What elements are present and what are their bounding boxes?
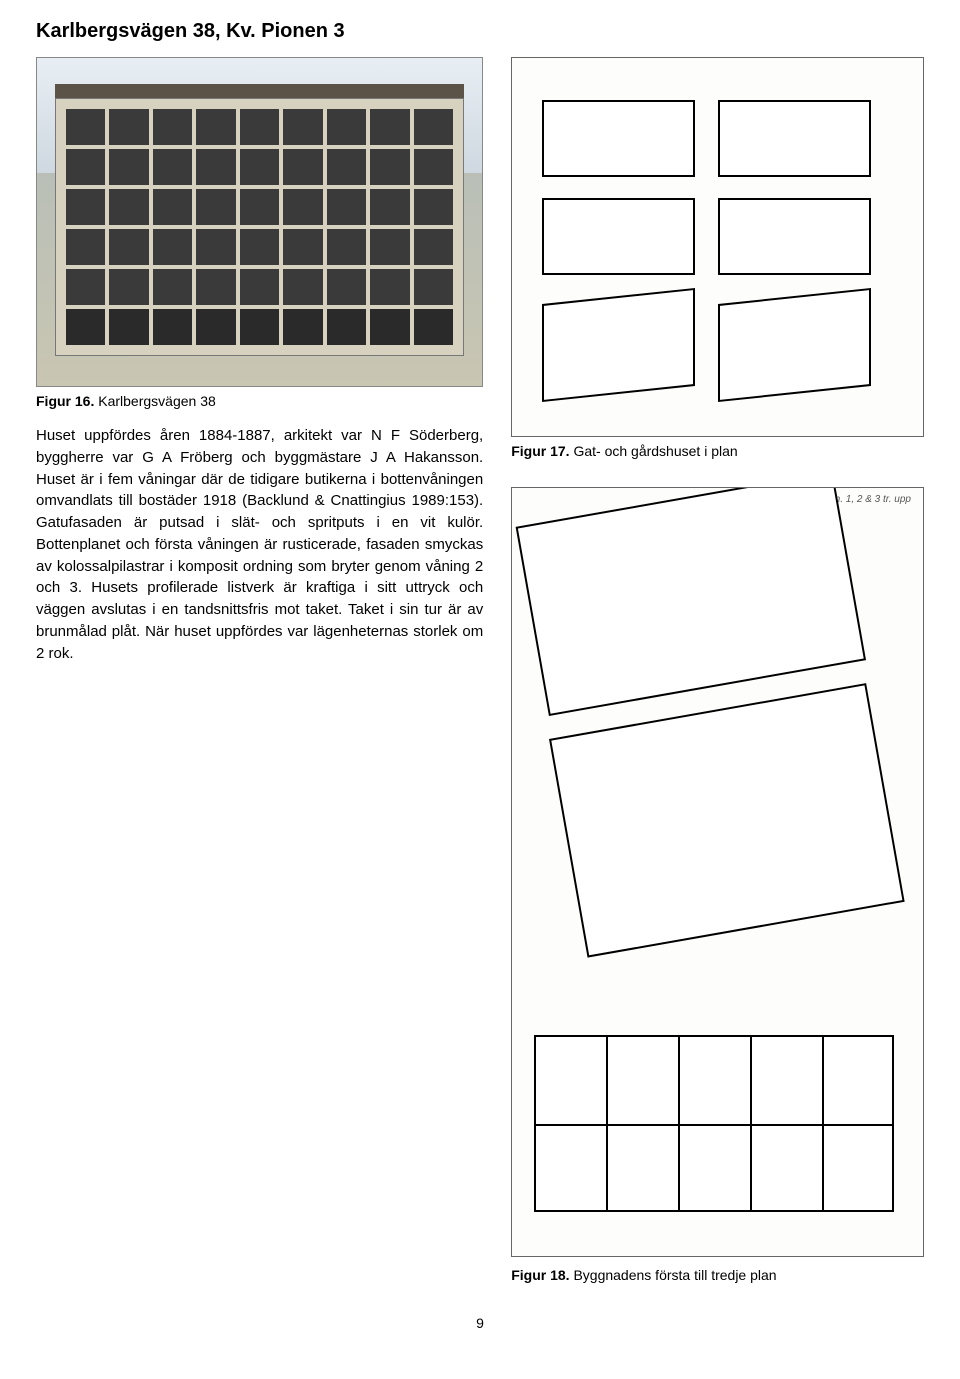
right-column: Figur 17. Gat- och gårdshuset i plan Pla… — [511, 57, 924, 1293]
two-column-layout: Figur 16. Karlbergsvägen 38 Huset uppför… — [36, 57, 924, 1293]
floor-plan-top — [511, 57, 924, 437]
left-column: Figur 16. Karlbergsvägen 38 Huset uppför… — [36, 57, 483, 1293]
figure-17-caption: Figur 17. Gat- och gårdshuset i plan — [511, 443, 924, 459]
figure-16-caption: Figur 16. Karlbergsvägen 38 — [36, 393, 483, 409]
page-number: 9 — [36, 1315, 924, 1331]
building-photo — [36, 57, 483, 387]
figure-18-caption: Figur 18. Byggnadens första till tredje … — [511, 1267, 924, 1283]
figure-17-label: Figur 17. — [511, 443, 569, 459]
figure-16-text: Karlbergsvägen 38 — [98, 393, 216, 409]
body-paragraph: Huset uppfördes åren 1884-1887, arkitekt… — [36, 425, 483, 664]
floor-plan-bottom: Plan af vån. 1, 2 & 3 tr. upp — [511, 487, 924, 1257]
figure-17-text: Gat- och gårdshuset i plan — [573, 443, 737, 459]
figure-16-label: Figur 16. — [36, 393, 94, 409]
figure-18-text: Byggnadens första till tredje plan — [573, 1267, 776, 1283]
page-title: Karlbergsvägen 38, Kv. Pionen 3 — [36, 20, 924, 43]
figure-18-label: Figur 18. — [511, 1267, 569, 1283]
